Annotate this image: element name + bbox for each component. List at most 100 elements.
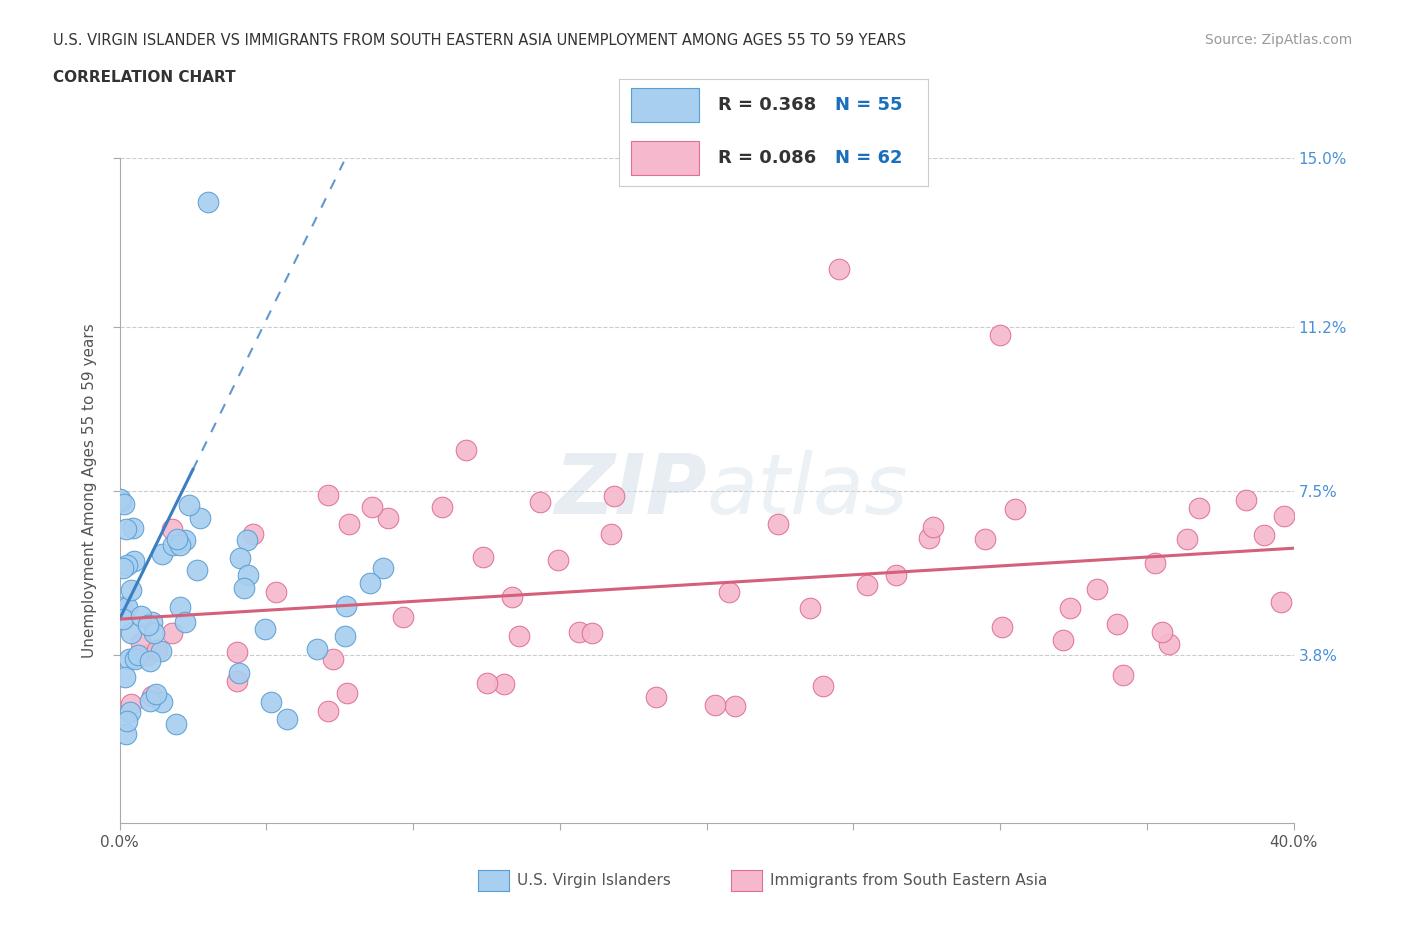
Point (645, 689, 668, 704)
Point (225, 644, 247, 659)
Point (1059, 601, 1081, 616)
Text: Immigrants from South Eastern Asia: Immigrants from South Eastern Asia (770, 873, 1047, 888)
Point (149, 644, 172, 658)
Point (115, 714, 138, 729)
Point (111, 612, 134, 627)
Text: U.S. Virgin Islanders: U.S. Virgin Islanders (517, 873, 671, 888)
Point (1188, 500, 1211, 515)
Point (508, 629, 530, 644)
Point (136, 618, 159, 632)
Point (142, 626, 165, 641)
Point (337, 517, 360, 532)
Point (371, 561, 394, 576)
Point (547, 552, 569, 567)
Point (316, 703, 339, 718)
Point (988, 328, 1011, 343)
Point (129, 608, 152, 623)
Point (160, 521, 183, 536)
Point (118, 652, 141, 667)
Point (581, 626, 603, 641)
Point (174, 533, 197, 548)
Point (136, 647, 159, 662)
Point (827, 261, 849, 276)
Point (166, 532, 188, 547)
Point (918, 531, 941, 546)
Point (120, 626, 142, 641)
Point (141, 614, 163, 629)
Point (1253, 527, 1275, 542)
Point (145, 686, 167, 701)
Point (392, 609, 415, 624)
Point (115, 557, 138, 572)
Point (1272, 509, 1295, 524)
Point (1004, 501, 1026, 516)
Point (335, 629, 357, 644)
Point (228, 666, 250, 681)
Point (377, 511, 399, 525)
Point (197, 195, 219, 210)
Point (335, 598, 357, 613)
Point (471, 550, 494, 565)
Point (1234, 493, 1257, 508)
Point (336, 685, 359, 700)
Point (603, 488, 626, 503)
Point (1150, 625, 1173, 640)
Point (139, 694, 162, 709)
Point (162, 538, 184, 553)
Point (236, 568, 259, 583)
Point (242, 527, 264, 542)
Point (501, 590, 523, 604)
Point (799, 601, 821, 616)
Point (127, 648, 149, 663)
Point (150, 546, 173, 561)
Point (718, 584, 741, 599)
Text: N = 55: N = 55 (835, 96, 903, 113)
Point (360, 499, 382, 514)
Point (120, 704, 142, 719)
Text: atlas: atlas (707, 450, 908, 531)
Text: CORRELATION CHART: CORRELATION CHART (53, 70, 236, 85)
Point (110, 600, 132, 615)
Text: Source: ZipAtlas.com: Source: ZipAtlas.com (1205, 33, 1353, 46)
Point (129, 636, 152, 651)
Point (124, 652, 146, 667)
Point (186, 563, 208, 578)
Bar (631, 141, 699, 175)
Point (529, 495, 551, 510)
Point (1112, 667, 1135, 682)
Point (114, 670, 136, 684)
Point (1085, 581, 1108, 596)
Point (169, 538, 191, 552)
Point (112, 497, 135, 512)
Point (160, 626, 183, 641)
Point (226, 673, 249, 688)
Point (120, 697, 142, 711)
Text: R = 0.368: R = 0.368 (717, 96, 815, 113)
Point (110, 494, 132, 509)
Point (1157, 637, 1180, 652)
Point (229, 551, 252, 565)
Point (568, 624, 591, 639)
Point (856, 578, 879, 592)
Point (475, 675, 498, 690)
Point (122, 554, 145, 569)
Text: R = 0.086: R = 0.086 (717, 149, 815, 167)
Y-axis label: Unemployment Among Ages 55 to 59 years: Unemployment Among Ages 55 to 59 years (82, 324, 97, 658)
Point (432, 499, 454, 514)
Point (811, 679, 834, 694)
Point (177, 498, 200, 512)
Point (1052, 633, 1074, 648)
Point (117, 599, 139, 614)
Point (120, 582, 142, 597)
Point (724, 698, 747, 713)
Bar (631, 87, 699, 122)
Point (169, 600, 191, 615)
Point (165, 717, 187, 732)
Point (232, 581, 254, 596)
Point (115, 726, 138, 741)
Point (1143, 555, 1166, 570)
Point (264, 584, 287, 599)
Point (703, 698, 725, 712)
Point (766, 517, 789, 532)
Point (260, 695, 283, 710)
